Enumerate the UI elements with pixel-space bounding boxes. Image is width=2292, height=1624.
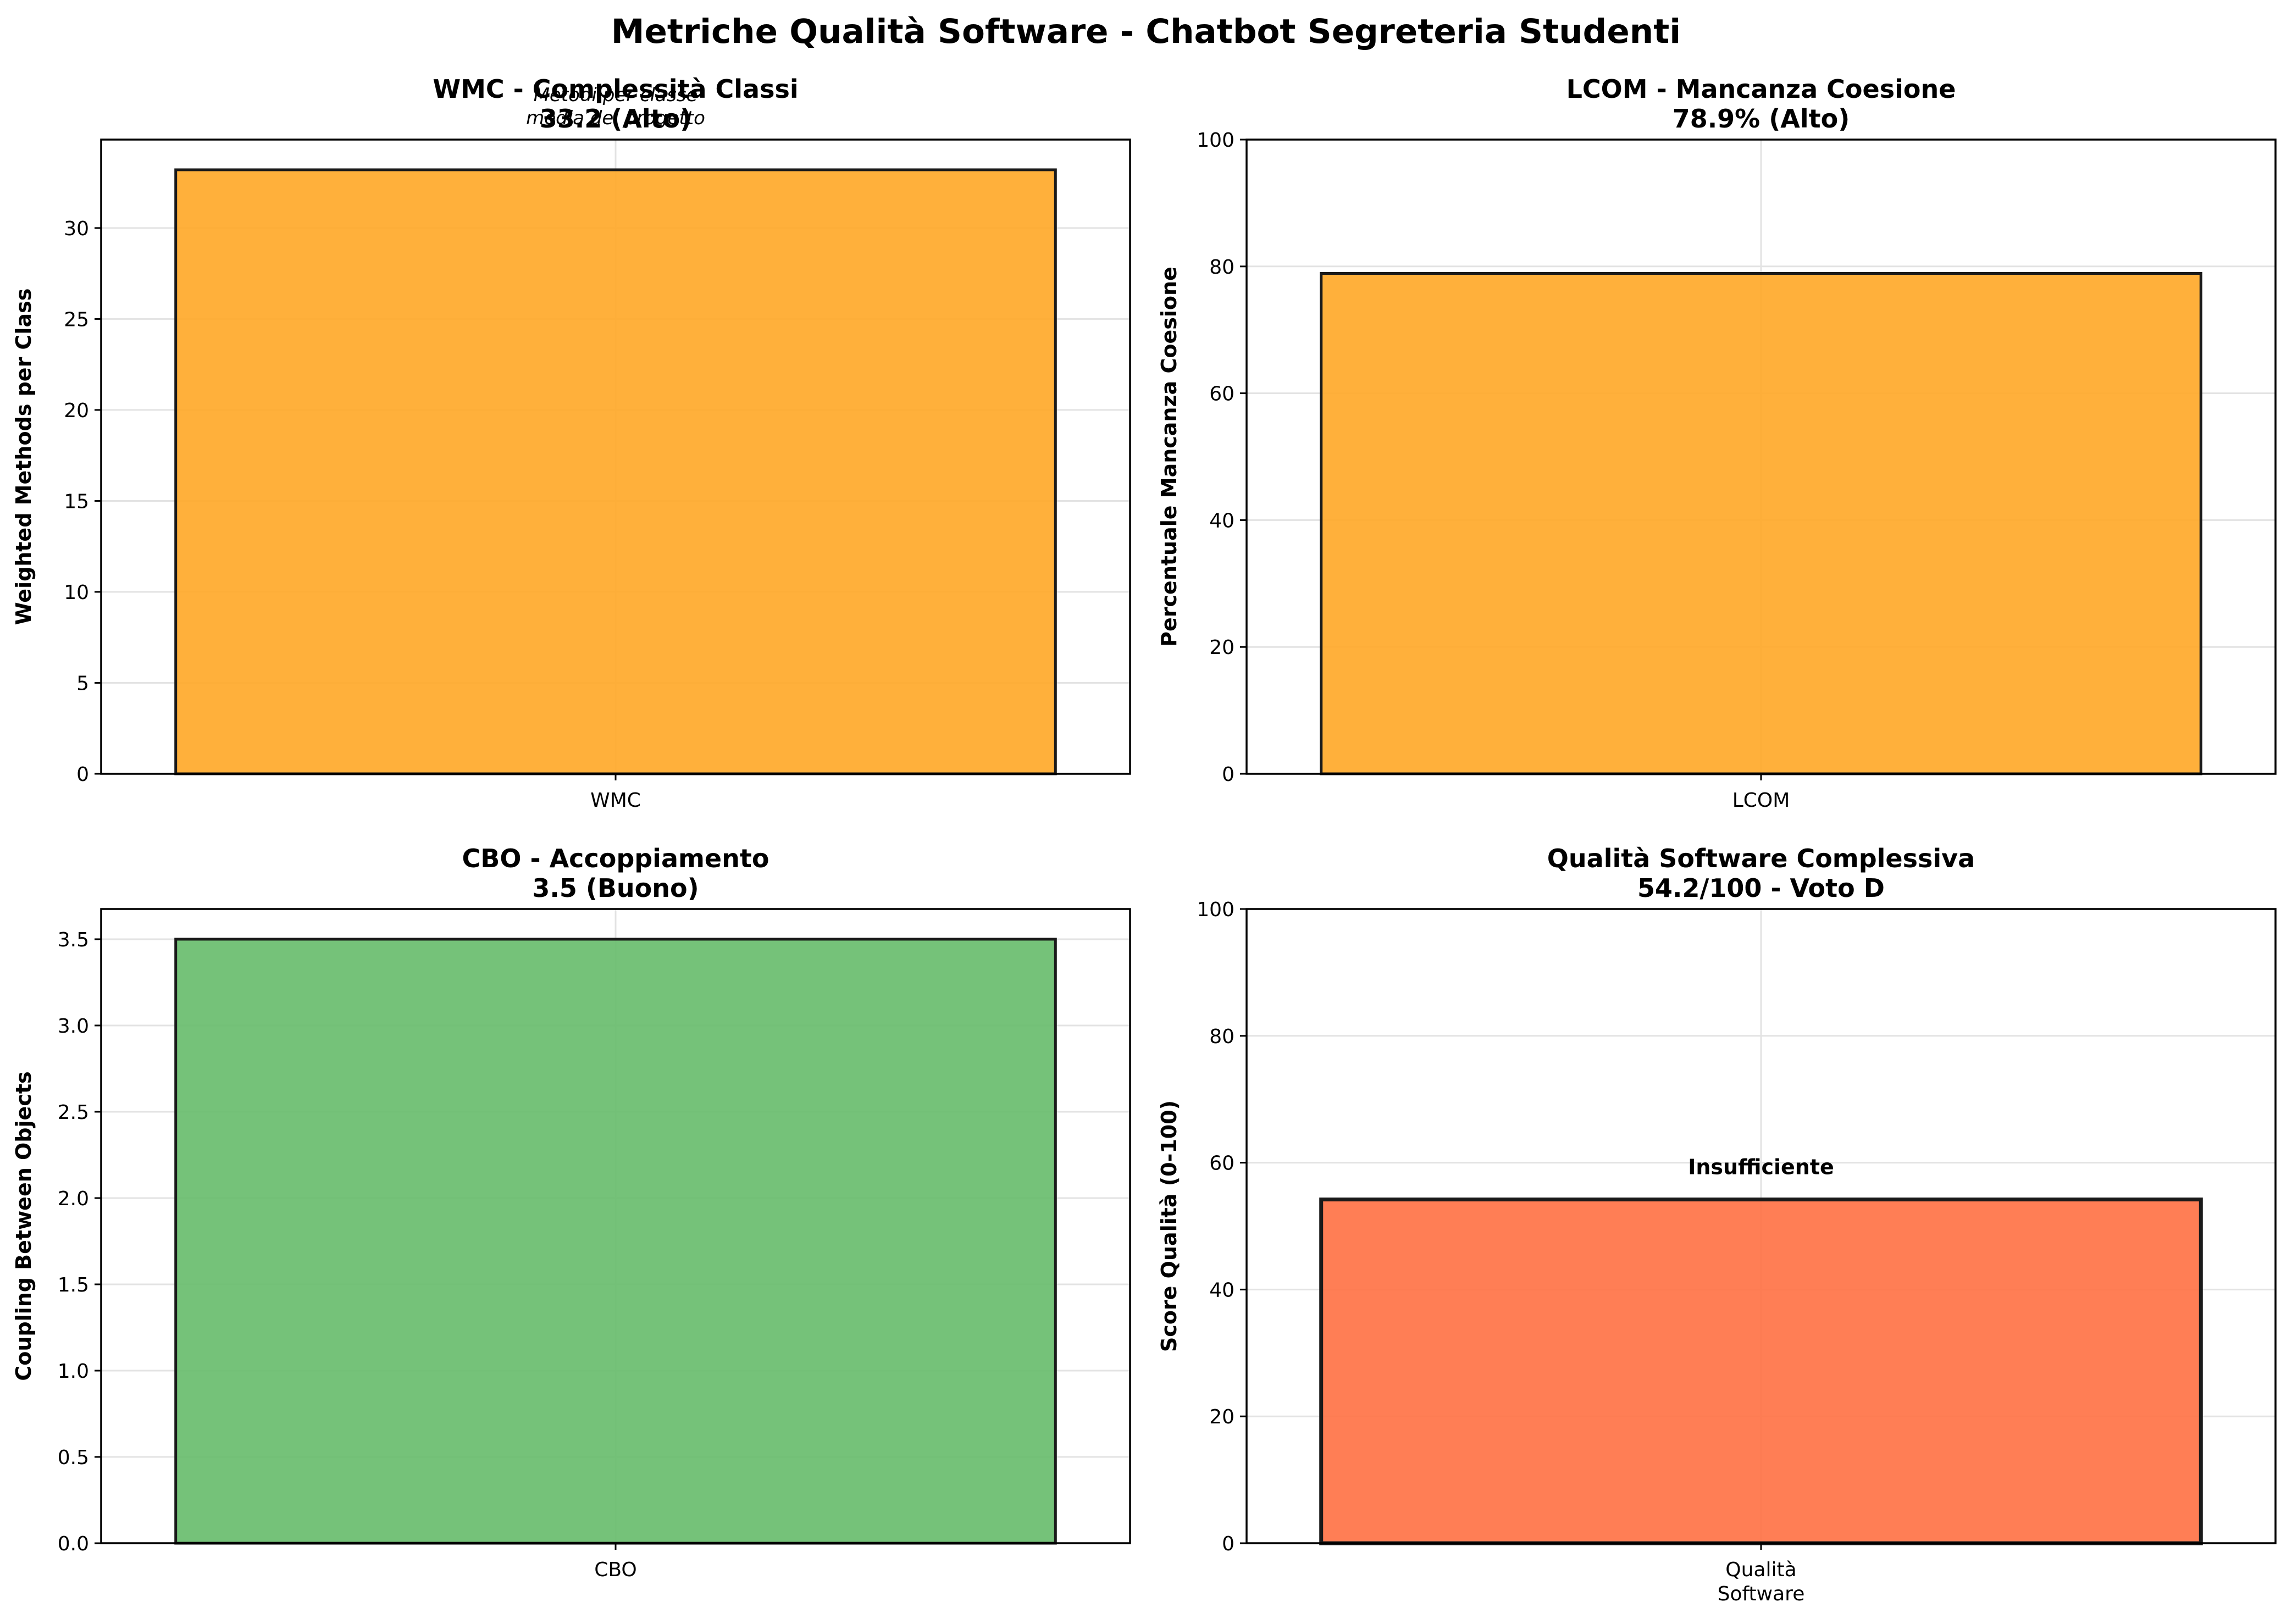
x-tick-label: WMC xyxy=(590,789,641,812)
figure-title: Metriche Qualità Software - Chatbot Segr… xyxy=(611,12,1681,51)
y-tick-label: 60 xyxy=(1209,383,1234,406)
y-tick-label: 20 xyxy=(1209,636,1234,659)
y-tick-label: 3.5 xyxy=(58,929,89,951)
panel-title: WMC - Complessità Classi 33.2 (Alto) xyxy=(433,74,798,134)
y-tick-label: 0 xyxy=(1222,1533,1234,1555)
y-tick-label: 40 xyxy=(1209,1279,1234,1301)
y-tick-label: 0 xyxy=(76,763,89,786)
y-tick-label: 100 xyxy=(1197,899,1234,921)
y-tick-label: 10 xyxy=(64,581,89,604)
y-tick-label: 1.0 xyxy=(58,1360,89,1383)
y-tick-label: 20 xyxy=(1209,1406,1234,1428)
y-axis-label: Percentuale Mancanza Coesione xyxy=(1157,267,1181,647)
panel-title: CBO - Accoppiamento 3.5 (Buono) xyxy=(462,844,769,903)
panel-title: LCOM - Mancanza Coesione 78.9% (Alto) xyxy=(1566,74,1956,134)
bar-value-label: Insufficiente xyxy=(1688,1155,1834,1179)
annotation-text: Metodi per classe media del progetto xyxy=(526,84,705,129)
y-tick-label: 100 xyxy=(1197,129,1234,152)
panel-title: Qualità Software Complessiva 54.2/100 - V… xyxy=(1547,844,1975,903)
y-tick-label: 15 xyxy=(64,490,89,513)
y-tick-label: 40 xyxy=(1209,509,1234,532)
bar-cbo xyxy=(174,938,1057,1545)
y-tick-label: 80 xyxy=(1209,256,1234,279)
y-axis-label: Score Qualità (0-100) xyxy=(1157,1100,1181,1352)
chart-panel-1: 0 5 10 15 20 25 30 WMC Weighted Methods per Clas… xyxy=(12,74,1131,812)
bar-wmc xyxy=(174,168,1057,775)
x-tick-label: LCOM xyxy=(1732,789,1790,812)
y-tick-label: 1.5 xyxy=(58,1274,89,1296)
bar-lcom xyxy=(1320,271,2202,775)
y-axis-label: Coupling Between Objects xyxy=(12,1071,36,1381)
y-tick-label: 0.5 xyxy=(58,1446,89,1469)
y-tick-label: 60 xyxy=(1209,1152,1234,1175)
y-tick-label: 3.0 xyxy=(58,1015,89,1038)
y-tick-label: 80 xyxy=(1209,1026,1234,1048)
y-tick-label: 0.0 xyxy=(58,1533,89,1555)
y-tick-label: 30 xyxy=(64,218,89,240)
bar-qualit xyxy=(1319,1198,2203,1545)
y-tick-label: 20 xyxy=(64,400,89,422)
y-tick-label: 25 xyxy=(64,308,89,331)
y-tick-label: 5 xyxy=(76,672,89,695)
chart-panel-4: 0 20 40 60 80 100 Qualità Software Score Qualità… xyxy=(1157,844,2277,1605)
x-tick-label: CBO xyxy=(594,1559,637,1581)
chart-panel-2: 0 20 40 60 80 100 LCOM Percentuale Mancanza Coe… xyxy=(1157,74,2277,812)
y-tick-label: 2.0 xyxy=(58,1188,89,1210)
chart-panel-3: 0.0 0.5 1.0 1.5 2.0 2.5 3.0 3.5 CBO Coupling Betw… xyxy=(12,844,1131,1581)
y-axis-label: Weighted Methods per Class xyxy=(12,289,36,625)
y-tick-label: 2.5 xyxy=(58,1101,89,1124)
x-tick-label: Qualità Software xyxy=(1718,1559,1805,1605)
y-tick-label: 0 xyxy=(1222,763,1234,786)
